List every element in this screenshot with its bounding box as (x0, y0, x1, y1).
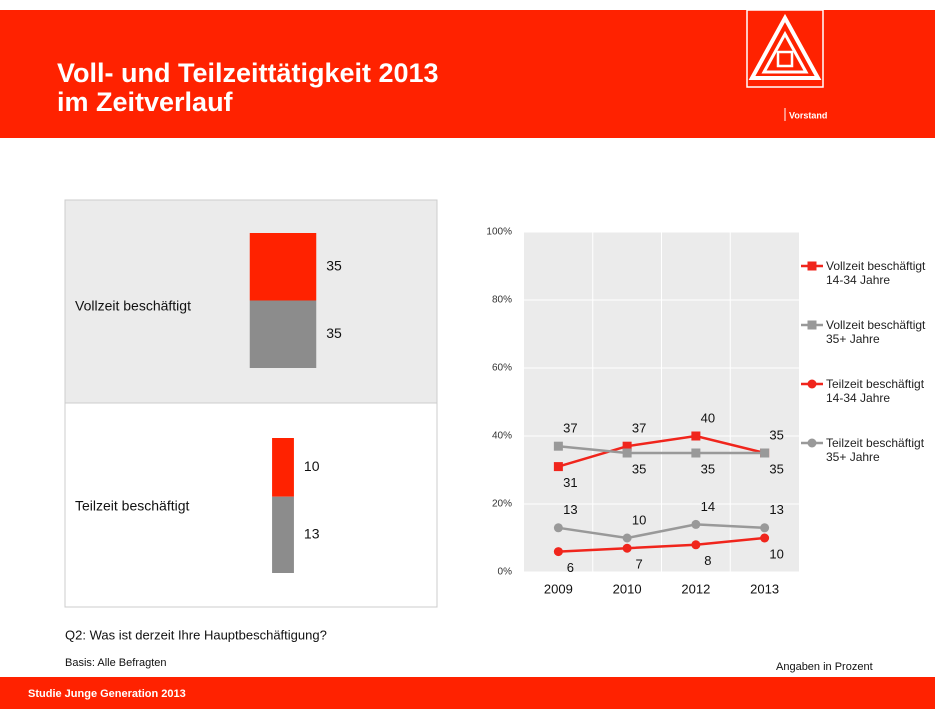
data-label: 10 (769, 546, 783, 561)
y-tick-label: 80% (492, 295, 512, 306)
question: Q2: Was ist derzeit Ihre Hauptbeschäftig… (65, 627, 327, 642)
legend-marker (807, 438, 817, 448)
legend-entry: Teilzeit beschäftigt 35+ Jahre (826, 436, 925, 464)
marker (691, 448, 701, 458)
data-label: 40 (701, 410, 715, 425)
marker (691, 540, 701, 550)
bar-segment (249, 233, 317, 301)
marker (553, 441, 563, 451)
value-label: 13 (304, 526, 320, 542)
study-name: Studie Junge Generation 2013 (28, 688, 186, 700)
title-line: Voll- und Teilzeittätigkeit 2013 (57, 58, 439, 88)
marker (622, 533, 632, 543)
x-tick-label: 2013 (750, 581, 779, 596)
row-label: Vollzeit beschäftigt (75, 298, 191, 314)
data-label: 35 (632, 461, 646, 476)
bar-segment (249, 300, 317, 368)
y-tick-label: 20% (492, 499, 512, 510)
unit-note: Angaben in Prozent (776, 661, 873, 673)
data-label: 37 (563, 421, 577, 436)
panel-bottom (64, 402, 438, 608)
data-label: 13 (769, 502, 783, 517)
series-line (558, 434, 765, 468)
data-label: 14 (701, 499, 715, 514)
data-label: 35 (769, 427, 783, 442)
data-label: 35 (769, 461, 783, 476)
title-line: im Zeitverlauf (57, 87, 234, 117)
data-label: 13 (563, 502, 577, 517)
value-label: 10 (304, 458, 320, 474)
footer-band (0, 677, 935, 709)
row-label: Teilzeit beschäftigt (75, 498, 190, 514)
legend-entry: Vollzeit beschäftigt 35+ Jahre (826, 318, 926, 346)
marker (760, 448, 770, 458)
marker (691, 431, 701, 441)
data-label: 37 (632, 421, 646, 436)
series-line (558, 523, 765, 540)
legend-entry: Teilzeit beschäftigt 14-34 Jahre (826, 377, 925, 405)
marker (622, 543, 632, 553)
marker (553, 523, 563, 533)
legend-marker (807, 320, 817, 330)
y-tick-label: 40% (492, 431, 512, 442)
marker (622, 441, 632, 451)
x-tick-label: 2009 (544, 581, 573, 596)
y-tick-label: 0% (498, 567, 513, 578)
x-tick-label: 2012 (681, 581, 710, 596)
marker (553, 547, 563, 557)
bar-segment (272, 496, 294, 573)
data-label: 31 (563, 475, 577, 490)
logo-text: Vorstand (789, 110, 827, 120)
value-label: 35 (326, 257, 342, 273)
value-label: 35 (326, 325, 342, 341)
data-label: 6 (567, 560, 574, 575)
data-label: 7 (636, 557, 643, 572)
marker (691, 519, 701, 529)
series-line (558, 536, 765, 553)
marker (553, 462, 563, 472)
y-tick-label: 60% (492, 363, 512, 374)
x-tick-label: 2010 (613, 581, 642, 596)
legend-entry: Vollzeit beschäftigt 14-34 Jahre (826, 259, 926, 287)
legend-marker (807, 379, 817, 389)
data-label: 10 (632, 512, 646, 527)
legend-marker (807, 261, 817, 271)
series-line (558, 444, 765, 455)
marker (622, 448, 632, 458)
marker (760, 523, 770, 533)
marker (760, 533, 770, 543)
basis: Basis: Alle Befragten (65, 657, 167, 669)
data-label: 35 (701, 461, 715, 476)
bar-segment (272, 438, 294, 497)
y-tick-label: 100% (486, 227, 512, 238)
logo: Vorstand (746, 9, 827, 121)
data-label: 8 (704, 553, 711, 568)
